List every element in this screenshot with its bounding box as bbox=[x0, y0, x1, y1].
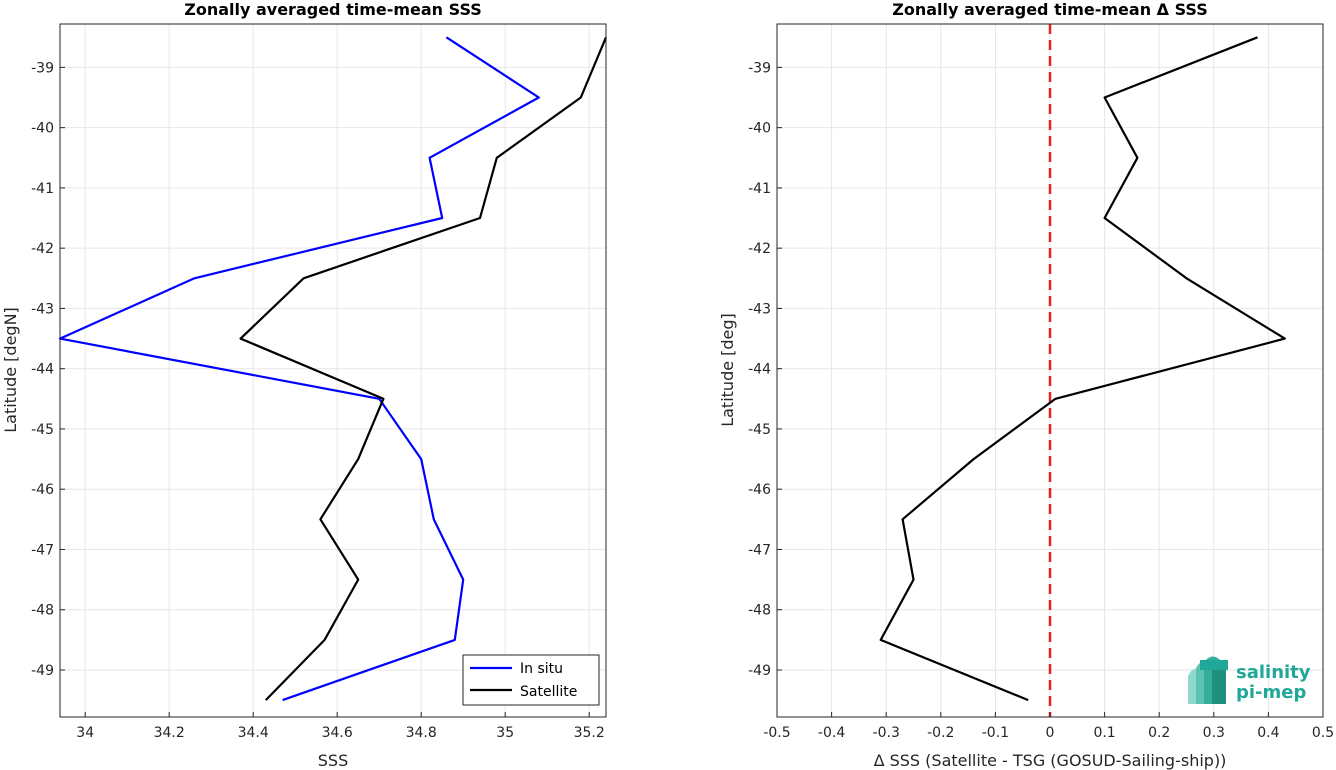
logo-line2: pi-mep bbox=[1236, 682, 1306, 703]
right-y-tick-label: -41 bbox=[748, 181, 771, 197]
right-series-group bbox=[879, 36, 1286, 702]
right-x-tick-label: 0.3 bbox=[1203, 725, 1225, 741]
left-y-tick-label: -43 bbox=[31, 301, 54, 317]
right-x-tick-label: -0.1 bbox=[982, 725, 1009, 741]
right-x-tick-label: 0.2 bbox=[1148, 725, 1170, 741]
left-y-ticks: -39 -40 -41 -42 -43 -44 -45 -46 -47 -48 -49 bbox=[31, 60, 65, 679]
right-y-tick-label: -49 bbox=[748, 663, 771, 679]
right-x-tick-label: 0.4 bbox=[1257, 725, 1279, 741]
right-x-tick-label: 0 bbox=[1046, 725, 1055, 741]
right-x-tick-label: 0.1 bbox=[1093, 725, 1115, 741]
left-y-tick-label: -39 bbox=[31, 60, 54, 76]
left-y-tick-label: -49 bbox=[31, 663, 54, 679]
right-axes: -0.5 -0.4 -0.3 -0.2 -0.1 0 0.1 0.2 0.3 0.4 0.5 -39… bbox=[718, 0, 1334, 770]
left-y-tick-label: -47 bbox=[31, 542, 54, 558]
right-x-axis-label: Δ SSS (Satellite - TSG (GOSUD-Sailing-sh… bbox=[874, 751, 1227, 770]
left-x-tick-label: 35 bbox=[496, 725, 514, 741]
salinity-pi-mep-logo: salinity pi-mep bbox=[1188, 656, 1311, 704]
left-y-axis-label: Latitude [degN] bbox=[1, 307, 20, 433]
left-y-tick-label: -40 bbox=[31, 121, 54, 137]
left-x-tick-label: 34.8 bbox=[406, 725, 437, 741]
left-x-tick-label: 35.2 bbox=[574, 725, 605, 741]
legend-label-satellite: Satellite bbox=[520, 684, 577, 700]
left-x-tick-label: 34.2 bbox=[154, 725, 185, 741]
right-y-tick-label: -42 bbox=[748, 241, 771, 257]
left-x-ticks: 34 34.2 34.4 34.6 34.8 35 35.2 bbox=[76, 712, 605, 741]
right-y-tick-label: -46 bbox=[748, 482, 771, 498]
right-y-tick-label: -48 bbox=[748, 603, 771, 619]
left-y-tick-label: -46 bbox=[31, 482, 54, 498]
right-y-tick-label: -39 bbox=[748, 60, 771, 76]
left-x-tick-label: 34.6 bbox=[322, 725, 353, 741]
left-x-tick-label: 34.4 bbox=[238, 725, 269, 741]
left-x-axis-label: SSS bbox=[318, 751, 348, 770]
left-series-group bbox=[58, 36, 608, 702]
logo-wave-icon bbox=[1188, 656, 1228, 704]
left-grid bbox=[60, 24, 606, 717]
left-series-line-in-situ bbox=[58, 36, 540, 702]
right-y-tick-label: -40 bbox=[748, 121, 771, 137]
right-y-tick-label: -45 bbox=[748, 422, 771, 438]
right-y-tick-label: -47 bbox=[748, 542, 771, 558]
left-y-tick-label: -48 bbox=[31, 603, 54, 619]
left-y-tick-label: -45 bbox=[31, 422, 54, 438]
right-y-tick-label: -43 bbox=[748, 301, 771, 317]
left-series-line-satellite bbox=[239, 36, 608, 701]
right-x-tick-label: 0.5 bbox=[1312, 725, 1334, 741]
legend: In situ Satellite bbox=[462, 654, 600, 706]
right-x-tick-label: -0.4 bbox=[818, 725, 845, 741]
left-chart-title: Zonally averaged time-mean SSS bbox=[184, 0, 482, 19]
right-x-ticks: -0.5 -0.4 -0.3 -0.2 -0.1 0 0.1 0.2 0.3 0.4 0.5 bbox=[763, 712, 1334, 741]
left-plot-area bbox=[60, 24, 606, 717]
left-axes: 34 34.2 34.4 34.6 34.8 35 35.2 -39 -40 -41 -42 -43… bbox=[1, 0, 608, 770]
left-y-tick-label: -41 bbox=[31, 181, 54, 197]
right-x-tick-label: -0.5 bbox=[763, 725, 790, 741]
left-y-tick-label: -44 bbox=[31, 362, 54, 378]
left-axes-box bbox=[59, 23, 607, 718]
right-chart-title: Zonally averaged time-mean Δ SSS bbox=[892, 0, 1208, 19]
logo-line1: salinity bbox=[1236, 662, 1311, 683]
right-x-tick-label: -0.3 bbox=[873, 725, 900, 741]
legend-label-in-situ: In situ bbox=[520, 661, 563, 677]
right-x-tick-label: -0.2 bbox=[927, 725, 954, 741]
legend-box bbox=[462, 654, 600, 706]
right-series-line-series-0 bbox=[879, 36, 1286, 702]
left-x-tick-label: 34 bbox=[76, 725, 94, 741]
right-y-tick-label: -44 bbox=[748, 362, 771, 378]
right-y-ticks: -39 -40 -41 -42 -43 -44 -45 -46 -47 -48 -49 bbox=[748, 60, 782, 679]
right-y-axis-label: Latitude [deg] bbox=[718, 313, 737, 427]
left-y-tick-label: -42 bbox=[31, 241, 54, 257]
